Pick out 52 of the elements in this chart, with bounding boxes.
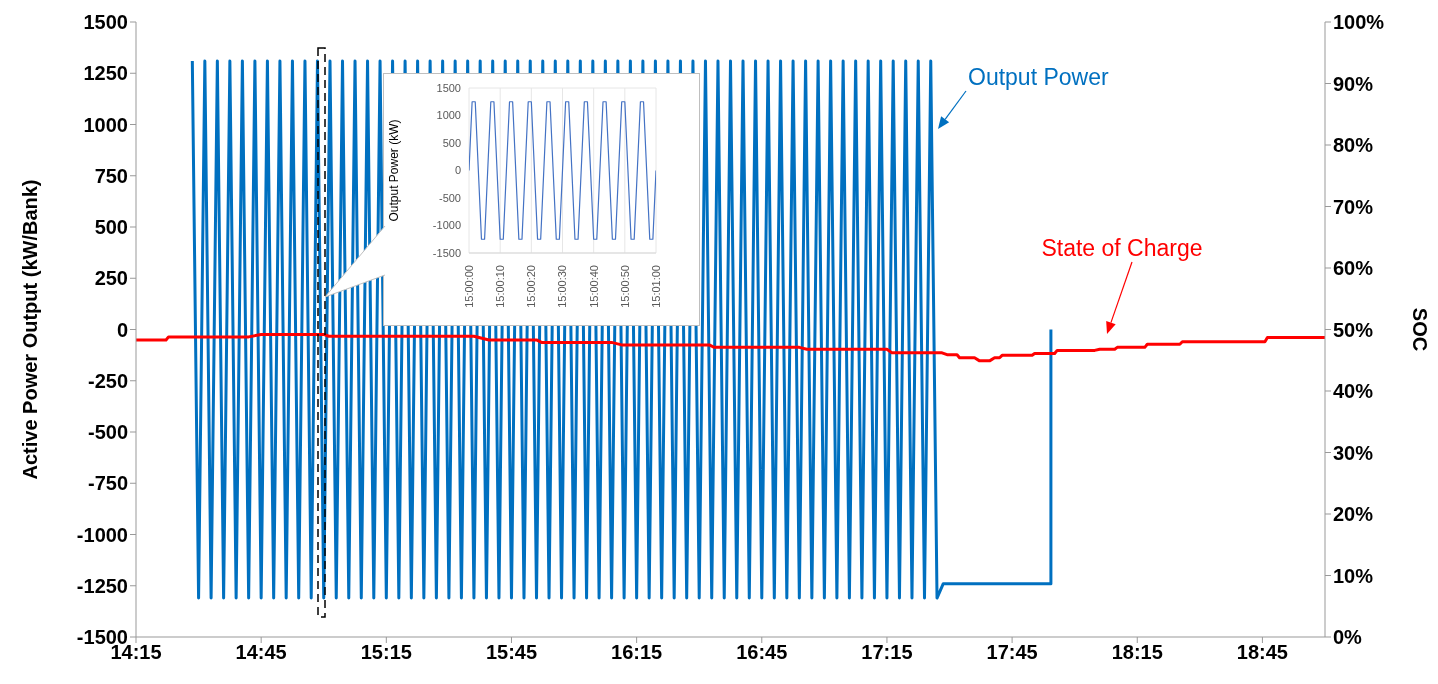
y-axis-title: Active Power Output (kW/Bank) bbox=[19, 179, 41, 480]
y-tick-label: 250 bbox=[94, 267, 128, 290]
y-tick-label: 1000 bbox=[436, 109, 461, 122]
x-tick-label: 16:45 bbox=[736, 641, 788, 664]
annotation: State of Charge bbox=[1041, 235, 1203, 261]
x-tick-label: 15:00:20 bbox=[525, 265, 538, 308]
x-tick-label: 15:00:50 bbox=[618, 265, 631, 308]
x-tick-label: 15:15 bbox=[360, 641, 412, 664]
annotation: Output Power bbox=[968, 64, 1109, 90]
x-tick-label: 15:45 bbox=[485, 641, 538, 664]
y-tick-label: -1000 bbox=[76, 523, 128, 546]
y2-tick-label: 60% bbox=[1333, 257, 1374, 280]
y2-tick-label: 50% bbox=[1333, 318, 1374, 341]
y2-tick-label: 10% bbox=[1333, 564, 1374, 587]
x-tick-label: 15:00:00 bbox=[463, 265, 475, 308]
y-tick-label: 750 bbox=[94, 164, 128, 187]
x-tick-label: 15:00:10 bbox=[494, 265, 507, 308]
y2-axis-title: SOC bbox=[1409, 307, 1431, 352]
y2-tick-label: 40% bbox=[1333, 380, 1374, 403]
y2-tick-label: 20% bbox=[1333, 503, 1374, 526]
y-tick-label: 1250 bbox=[83, 62, 128, 85]
y2-tick-label: 70% bbox=[1333, 195, 1374, 218]
x-tick-label: 17:15 bbox=[861, 641, 913, 664]
x-tick-label: 15:00:40 bbox=[587, 265, 600, 308]
y2-tick-label: 80% bbox=[1333, 134, 1374, 157]
y2-tick-label: 100% bbox=[1333, 11, 1385, 34]
y-tick-label: -750 bbox=[87, 472, 128, 495]
y-tick-label: 0 bbox=[454, 164, 461, 177]
y-tick-label: 1000 bbox=[83, 113, 128, 136]
y-axis-title: Output Power (kW) bbox=[387, 119, 402, 222]
x-tick-label: 16:15 bbox=[611, 641, 663, 664]
x-tick-label: 17:45 bbox=[986, 641, 1038, 664]
x-tick-label: 18:15 bbox=[1111, 641, 1163, 664]
x-tick-label: 14:45 bbox=[235, 641, 287, 664]
line-series bbox=[136, 332, 1325, 363]
x-tick-label: 15:00:30 bbox=[556, 265, 569, 308]
y-tick-label: -500 bbox=[438, 191, 461, 204]
y-tick-label: 0 bbox=[116, 318, 128, 341]
y2-tick-label: 90% bbox=[1333, 72, 1374, 95]
y-tick-label: 500 bbox=[442, 136, 461, 149]
y-tick-label: -500 bbox=[87, 421, 128, 444]
y-tick-label: 500 bbox=[94, 216, 128, 239]
y-tick-label: -1000 bbox=[432, 219, 461, 232]
x-tick-label: 18:45 bbox=[1236, 641, 1288, 664]
y-tick-label: -1500 bbox=[432, 246, 461, 259]
y-tick-label: -250 bbox=[87, 369, 128, 392]
y-tick-label: 1500 bbox=[436, 81, 461, 94]
y2-tick-label: 30% bbox=[1333, 441, 1374, 464]
y-tick-label: 1500 bbox=[83, 11, 128, 34]
x-tick-label: 15:01:00 bbox=[650, 265, 662, 308]
y-tick-label: -1250 bbox=[76, 574, 128, 597]
y2-tick-label: 0% bbox=[1333, 626, 1363, 649]
